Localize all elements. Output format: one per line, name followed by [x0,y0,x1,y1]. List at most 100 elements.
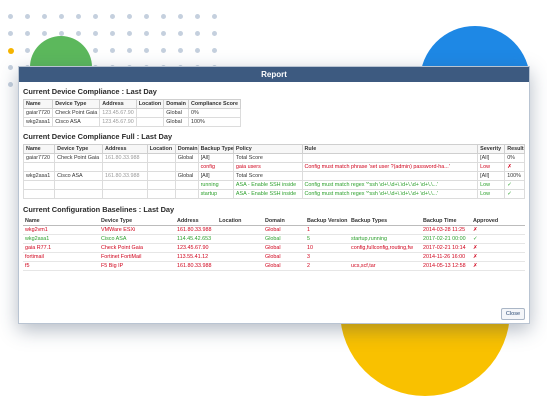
cell-address: 161.80.33.988 [101,171,148,181]
cell-name: wkg2asa1 [23,234,99,244]
col-address[interactable]: Address [99,99,137,109]
col-device-type[interactable]: Device Type [52,99,101,109]
cell-rule [301,171,479,181]
decorative-dot [195,31,200,36]
cell-name: wkg2asa1 [22,117,54,127]
table-row[interactable]: wkg2asa1 Cisco ASA 161.80.33.988 Global … [22,171,525,181]
decorative-dot [178,48,183,53]
cell-location [217,243,263,253]
section-title-compliance-full: Current Device Compliance Full : Last Da… [23,132,173,141]
cell-location [146,180,176,190]
cell-policy: gaia users [232,162,303,172]
table-row[interactable]: wkg2asa1 Cisco ASA 114.45.42.653 Global … [23,234,525,244]
cell-name: f5 [23,261,99,271]
col-domain[interactable]: Domain [163,99,189,109]
col-domain[interactable]: Domain [263,217,305,226]
col-name[interactable]: Name [23,217,99,226]
col-device-type[interactable]: Device Type [54,144,103,154]
cell-device-type: Cisco ASA [99,234,175,244]
decorative-dot [8,31,13,36]
table-row[interactable]: f5 F5 Big IP 161.80.33.988 Global 2 ucs,… [23,261,525,271]
decorative-dot [8,65,13,70]
decorative-dot [8,82,13,87]
cell-address: 161.80.33.988 [175,225,217,235]
cell-backup-types [349,252,421,262]
cell-address [101,189,148,199]
col-severity[interactable]: Severity [477,144,506,154]
cell-device-type: Cisco ASA [52,117,101,127]
not-approved-icon: ✗ [471,252,525,262]
cell-backup-types: config,fullconfig,routing,fw [349,243,421,253]
col-domain[interactable]: Domain [174,144,199,154]
col-device-type[interactable]: Device Type [99,217,175,226]
cell-rule [301,153,479,163]
table-row[interactable]: startup ASA - Enable SSH inside Config m… [22,189,525,199]
decorative-dot [195,14,200,19]
cell-backup-version: 2 [305,261,349,271]
cell-rule: Config must match phrase 'set user ?(adm… [301,162,479,172]
col-backup-version[interactable]: Backup Version [305,217,349,226]
decorative-dot [59,31,64,36]
cell-address: 123.45.67.90 [99,108,137,118]
pass-icon: ✓ [504,180,525,190]
not-approved-icon: ✗ [471,243,525,253]
cell-address: 123.45.67.90 [99,117,137,127]
not-approved-icon: ✗ [471,261,525,271]
col-policy[interactable]: Policy [232,144,303,154]
cell-severity: Low [477,162,506,172]
decorative-dot [212,14,217,19]
cell-device-type: Check Point Gaia [52,108,101,118]
col-name[interactable]: Name [22,99,54,109]
col-name[interactable]: Name [22,144,56,154]
dialog-title: Report [19,67,529,82]
cell-backup-types: ucs,scf,tar [349,261,421,271]
cell-rule: Config must match regex '^ssh \d+\.\d+\.… [301,180,479,190]
decorative-dot [76,31,81,36]
table-row[interactable]: fortimail Fortinet FortiMail 113.55.41.1… [23,252,525,262]
config-baselines-table: Name Device Type Address Location Domain… [23,217,525,271]
report-content[interactable]: Current Device Compliance : Last Day Nam… [19,82,529,324]
cell-address: 114.45.42.653 [175,234,217,244]
table-row[interactable]: wkg2vm1 VMWare ESXi 161.80.33.988 Global… [23,225,525,235]
cell-result: 100% [504,171,525,181]
cell-name [22,180,56,190]
col-backup-types[interactable]: Backup Types [349,217,421,226]
decorative-dot [93,48,98,53]
cell-device-type [54,180,103,190]
col-rule[interactable]: Rule [301,144,479,154]
col-address[interactable]: Address [101,144,148,154]
cell-score: 0% [187,108,242,118]
table-row[interactable]: gaiar7720 Check Point Gaia 123.45.67.90 … [22,108,242,118]
cell-policy: Total Score [232,171,303,181]
cell-name [22,162,56,172]
cell-score: 100% [187,117,242,127]
col-backup-time[interactable]: Backup Time [421,217,471,226]
col-approved[interactable]: Approved [471,217,525,226]
col-location[interactable]: Location [217,217,263,226]
table-row[interactable]: config gaia users Config must match phra… [22,162,525,172]
col-location[interactable]: Location [146,144,176,154]
decorative-dot [127,31,132,36]
cell-location [146,189,176,199]
pass-icon: ✓ [504,189,525,199]
table-row[interactable]: gaiar7720 Check Point Gaia 161.80.33.988… [22,153,525,163]
cell-location [146,153,176,163]
col-address[interactable]: Address [175,217,217,226]
cell-device-type [54,189,103,199]
col-location[interactable]: Location [135,99,165,109]
table-row[interactable]: wkg2asa1 Cisco ASA 123.45.67.90 Global 1… [22,117,242,127]
decorative-dot [110,31,115,36]
col-backup-type[interactable]: Backup Type [197,144,234,154]
decorative-dot [212,31,217,36]
decorative-dot [25,48,30,53]
table-row[interactable]: gaia R77.1 Check Point Gaia 123.45.67.90… [23,243,525,253]
col-result[interactable]: Result [504,144,525,154]
table-row[interactable]: running ASA - Enable SSH inside Config m… [22,180,525,190]
close-button[interactable]: Close [501,308,525,320]
col-compliance-score[interactable]: Compliance Score [187,99,242,109]
decorative-dot [110,14,115,19]
cell-domain [174,180,199,190]
cell-domain: Global [263,225,305,235]
cell-domain [174,162,199,172]
